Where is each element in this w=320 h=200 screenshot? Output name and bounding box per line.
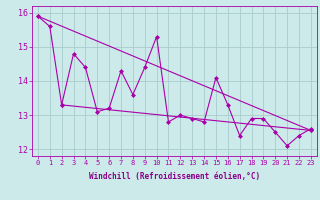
X-axis label: Windchill (Refroidissement éolien,°C): Windchill (Refroidissement éolien,°C) [89, 172, 260, 181]
